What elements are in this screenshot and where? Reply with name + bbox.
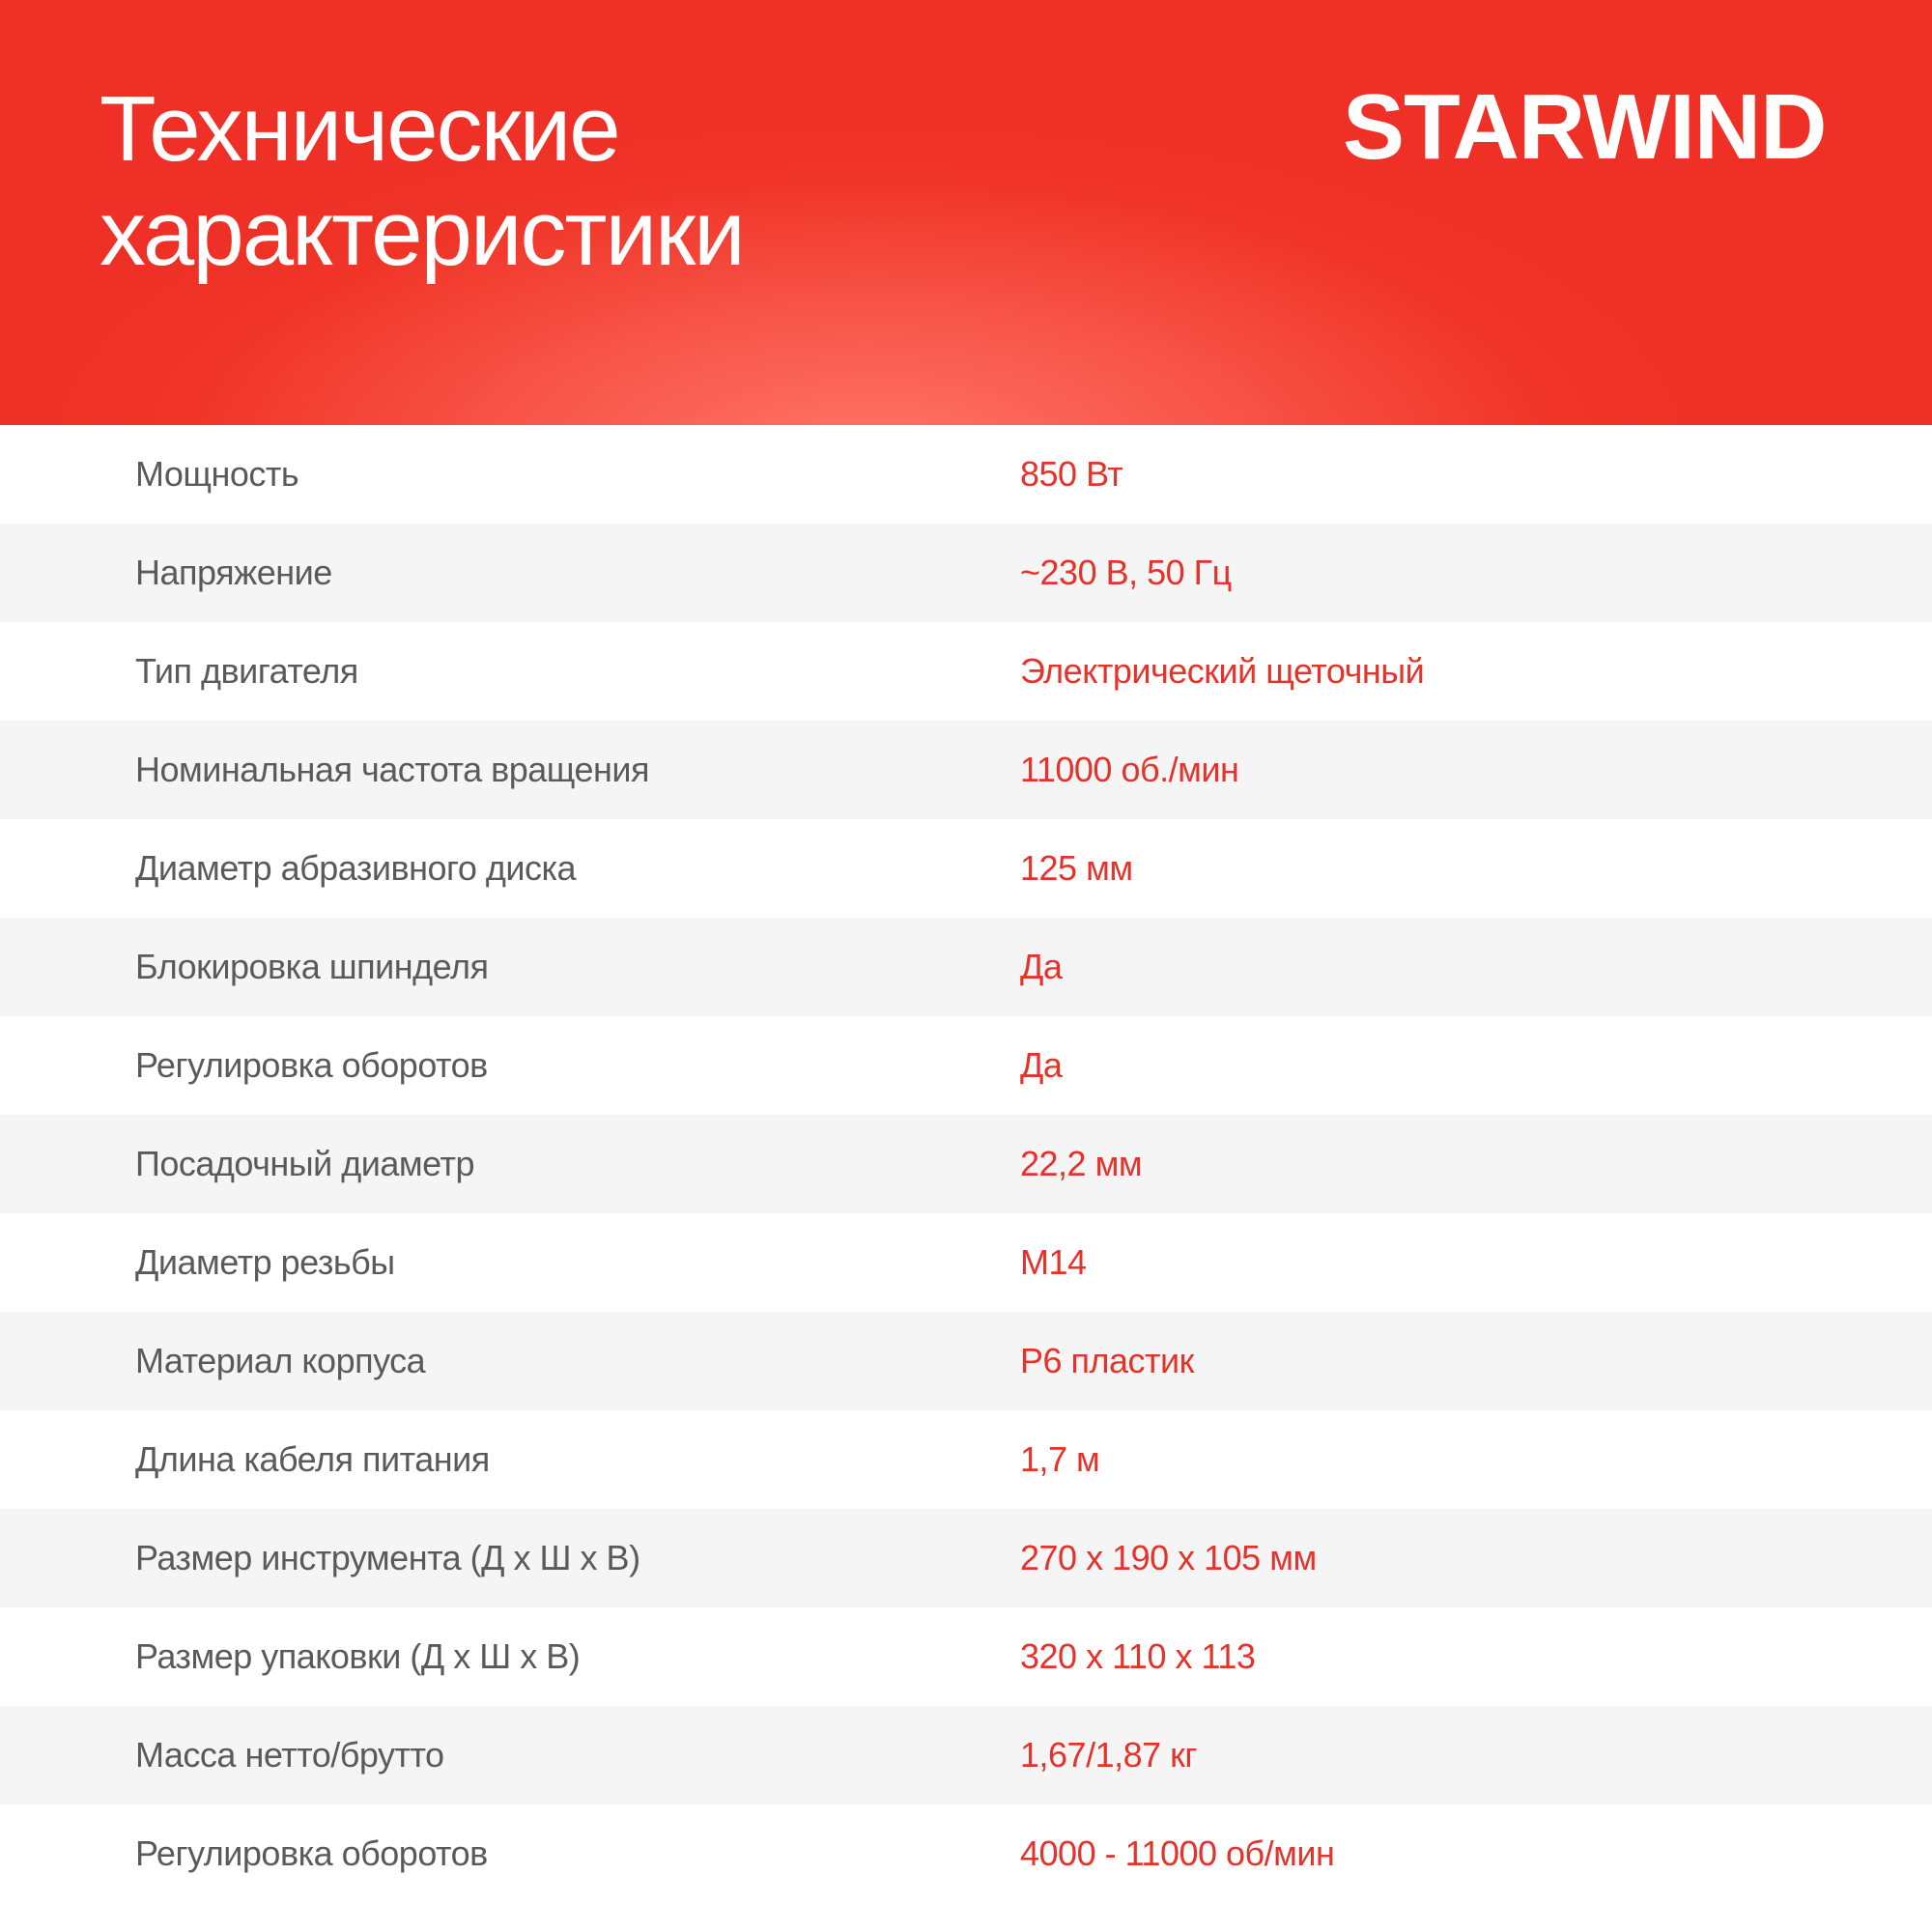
spec-label: Посадочный диаметр	[135, 1144, 475, 1183]
spec-row: Номинальная частота вращения 11000 об./ми…	[0, 721, 1932, 819]
spec-label: Мощность	[135, 454, 299, 494]
spec-value: 22,2 мм	[1020, 1144, 1143, 1183]
spec-label: Регулировка оборотов	[135, 1833, 488, 1873]
spec-row: Масса нетто/брутто 1,67/1,87 кг	[0, 1706, 1932, 1804]
page-title: Технические характеристики	[99, 77, 746, 286]
spec-label: Блокировка шпинделя	[135, 947, 489, 986]
spec-value: 1,67/1,87 кг	[1020, 1735, 1198, 1775]
spec-value: ~230 В, 50 Гц	[1020, 553, 1232, 592]
spec-row: Посадочный диаметр 22,2 мм	[0, 1115, 1932, 1213]
spec-label: Размер упаковки (Д х Ш х В)	[135, 1636, 581, 1676]
title-line-1: Технические	[99, 77, 621, 181]
spec-label: Материал корпуса	[135, 1341, 426, 1380]
spec-value: 125 мм	[1020, 848, 1133, 888]
spec-value: Да	[1020, 1045, 1063, 1085]
spec-value: Электрический щеточный	[1020, 651, 1425, 691]
spec-label: Диаметр резьбы	[135, 1242, 395, 1282]
spec-label: Напряжение	[135, 553, 332, 592]
spec-value: 850 Вт	[1020, 454, 1123, 494]
spec-value: 320 х 110 х 113	[1020, 1636, 1256, 1676]
spec-label: Диаметр абразивного диска	[135, 848, 577, 888]
spec-label: Длина кабеля питания	[135, 1439, 490, 1479]
spec-label: Масса нетто/брутто	[135, 1735, 444, 1775]
title-line-2: характеристики	[99, 182, 746, 285]
spec-label: Регулировка оборотов	[135, 1045, 488, 1085]
spec-label: Размер инструмента (Д х Ш х В)	[135, 1538, 640, 1577]
spec-row: Тип двигателя Электрический щеточный	[0, 622, 1932, 721]
spec-value: Да	[1020, 947, 1063, 986]
spec-table: Мощность 850 Вт Напряжение ~230 В, 50 Гц Тип…	[0, 425, 1932, 1903]
spec-value: P6 пластик	[1020, 1341, 1194, 1380]
spec-row: Диаметр абразивного диска 125 мм	[0, 819, 1932, 918]
spec-row: Диаметр резьбы M14	[0, 1213, 1932, 1312]
brand-logo: STARWIND	[1343, 75, 1827, 179]
spec-value: 4000 - 11000 об/мин	[1020, 1833, 1335, 1873]
spec-row: Блокировка шпинделя Да	[0, 918, 1932, 1016]
spec-label: Номинальная частота вращения	[135, 750, 650, 789]
spec-row: Размер инструмента (Д х Ш х В) 270 х 190 …	[0, 1509, 1932, 1607]
spec-value: 11000 об./мин	[1020, 750, 1239, 789]
spec-row: Длина кабеля питания 1,7 м	[0, 1410, 1932, 1509]
spec-row: Мощность 850 Вт	[0, 425, 1932, 524]
spec-row: Размер упаковки (Д х Ш х В) 320 х 110 х 1…	[0, 1607, 1932, 1706]
spec-value: 1,7 м	[1020, 1439, 1100, 1479]
spec-row: Регулировка оборотов Да	[0, 1016, 1932, 1115]
spec-label: Тип двигателя	[135, 651, 358, 691]
spec-row: Регулировка оборотов 4000 - 11000 об/мин	[0, 1804, 1932, 1903]
header-banner: Технические характеристики STARWIND	[0, 0, 1932, 425]
spec-value: M14	[1020, 1242, 1087, 1282]
spec-row: Материал корпуса P6 пластик	[0, 1312, 1932, 1410]
spec-row: Напряжение ~230 В, 50 Гц	[0, 524, 1932, 622]
spec-value: 270 х 190 х 105 мм	[1020, 1538, 1317, 1577]
